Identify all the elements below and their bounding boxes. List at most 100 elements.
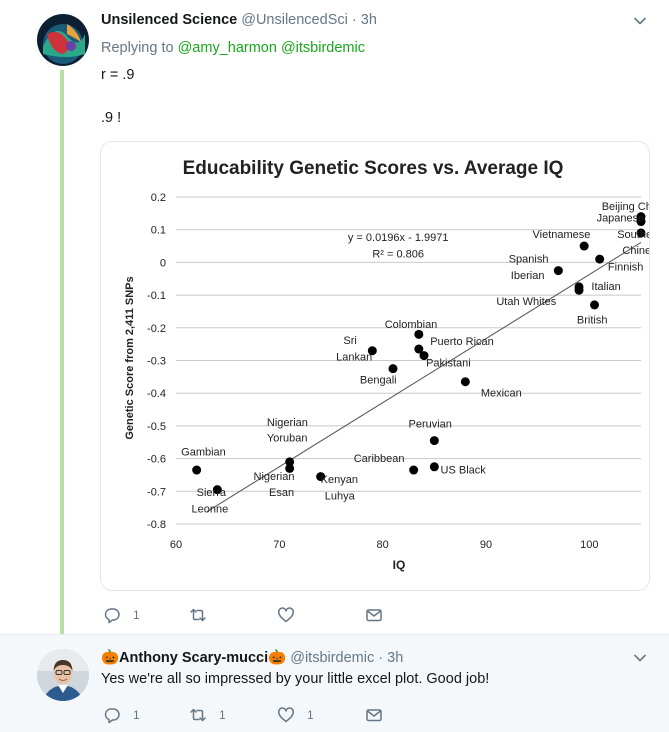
mention-link[interactable]: @itsbirdemic	[280, 40, 365, 56]
like-count: 1	[307, 708, 314, 722]
tweet-text-line: r = .9	[101, 67, 135, 83]
x-tick-label: 70	[273, 539, 285, 551]
point-label: Japanese	[597, 213, 645, 225]
direct-message-button[interactable]	[365, 705, 383, 725]
point-label: Puerto Rican	[430, 336, 494, 348]
timestamp[interactable]: 3h	[387, 650, 404, 666]
y-axis-label: Genetic Score from 2,411 SNPs	[124, 276, 136, 439]
reply-icon	[104, 708, 120, 724]
display-name[interactable]: Unsilenced Science	[101, 12, 238, 28]
point-label: Peruvian	[409, 419, 452, 431]
timestamp[interactable]: 3h	[360, 12, 377, 28]
reply-count: 1	[133, 608, 140, 622]
data-point	[595, 254, 605, 264]
point-label: Southern	[617, 229, 650, 241]
x-tick-labels: 60 70 80 90 100	[170, 539, 599, 551]
points-group	[192, 212, 646, 495]
chevron-down-icon[interactable]	[633, 14, 647, 28]
point-label: Spanish	[509, 253, 549, 265]
y-tick-label: -0.2	[147, 323, 166, 335]
handle[interactable]: @UnsilencedSci	[241, 12, 348, 28]
mention-link[interactable]: @amy_harmon	[177, 40, 277, 56]
data-point	[285, 463, 295, 473]
replying-to-label: Replying to	[101, 40, 174, 56]
point-label: Iberian	[511, 270, 545, 282]
retweet-count: 1	[219, 708, 226, 722]
scatter-chart: Educability Genetic Scores vs. Average I…	[124, 158, 650, 572]
trendline-equation: y = 0.0196x - 1.9971	[348, 232, 449, 244]
data-point	[553, 266, 563, 276]
annotations-group: Beijing ChineseJapanese Southern Chinese Vi…	[181, 201, 650, 515]
point-label: Beijing Chinese	[602, 201, 650, 213]
point-label: Italian	[591, 281, 620, 293]
data-point	[636, 228, 646, 238]
r-squared-label: R² = 0.806	[372, 248, 424, 260]
data-point	[636, 217, 646, 227]
separator: ·	[378, 650, 384, 666]
retweet-icon	[190, 708, 206, 722]
y-tick-label: 0	[160, 257, 166, 269]
retweet-button[interactable]	[189, 605, 219, 625]
tweet-header: Unsilenced Science @UnsilencedSci · 3h	[101, 12, 377, 28]
data-point	[285, 457, 295, 467]
point-label: US Black	[441, 464, 487, 476]
reply-icon	[104, 608, 120, 624]
y-tick-label: -0.4	[147, 388, 166, 400]
point-label: Sri	[343, 335, 356, 347]
reply-button[interactable]: 1	[103, 605, 140, 625]
x-axis-label: IQ	[393, 558, 406, 572]
point-label: Nigerian	[254, 471, 295, 483]
trendline-group	[206, 242, 642, 513]
point-label: Sierra	[197, 487, 227, 499]
y-tick-label: -0.5	[147, 421, 166, 433]
avatar-image	[37, 649, 89, 701]
tweet-actions: 1 1 1	[101, 705, 461, 725]
data-point	[409, 465, 419, 475]
tweet-unsilenced-science[interactable]: Unsilenced Science @UnsilencedSci · 3h R…	[0, 0, 669, 634]
y-tick-label: -0.6	[147, 454, 166, 466]
like-icon	[278, 707, 294, 723]
data-point	[429, 462, 439, 472]
like-button[interactable]	[277, 605, 307, 625]
avatar[interactable]	[37, 14, 89, 66]
dm-icon	[366, 609, 382, 622]
data-point	[192, 465, 202, 475]
point-label: British	[577, 315, 608, 327]
avatar[interactable]	[37, 649, 89, 701]
point-label: Finnish	[608, 262, 643, 274]
data-point	[574, 285, 584, 295]
like-button[interactable]: 1	[277, 705, 314, 725]
data-point	[414, 344, 424, 354]
display-name[interactable]: 🎃Anthony Scary-mucci🎃	[101, 650, 287, 666]
like-icon	[278, 607, 294, 623]
retweet-button[interactable]: 1	[189, 705, 226, 725]
tweet-header: 🎃Anthony Scary-mucci🎃 @itsbirdemic · 3h	[101, 649, 403, 666]
data-point	[212, 485, 222, 495]
y-tick-labels: -0.8 -0.7 -0.6 -0.5 -0.4 -0.3 -0.2 -0.1 0 0.1 0.2	[147, 192, 166, 531]
direct-message-button[interactable]	[365, 605, 383, 625]
point-label: Kenyan	[321, 474, 358, 486]
point-label: Mexican	[481, 387, 522, 399]
x-tick-label: 90	[480, 539, 492, 551]
point-label: Esan	[269, 487, 294, 499]
point-label: Chinese	[622, 245, 650, 257]
chevron-down-icon[interactable]	[633, 651, 647, 665]
tweet-anthony-scary-mucci[interactable]: 🎃Anthony Scary-mucci🎃 @itsbirdemic · 3h …	[0, 634, 669, 732]
point-label: Luhya	[325, 490, 356, 502]
point-label: Utah Whites	[496, 296, 556, 308]
retweet-icon	[190, 608, 206, 622]
chart-image[interactable]: Educability Genetic Scores vs. Average I…	[100, 141, 650, 591]
handle[interactable]: @itsbirdemic	[290, 650, 375, 666]
reply-button[interactable]: 1	[103, 705, 140, 725]
y-tick-label: -0.7	[147, 486, 166, 498]
y-tick-label: -0.8	[147, 519, 166, 531]
thread-connector-line	[60, 70, 64, 638]
data-point	[579, 241, 589, 251]
tweet-actions: 1	[101, 605, 461, 625]
point-label: Gambian	[181, 446, 226, 458]
point-label: Nigerian	[267, 417, 308, 429]
x-tick-label: 60	[170, 539, 182, 551]
data-point	[367, 346, 377, 356]
chart-title: Educability Genetic Scores vs. Average I…	[183, 158, 564, 179]
dm-icon	[366, 709, 382, 722]
